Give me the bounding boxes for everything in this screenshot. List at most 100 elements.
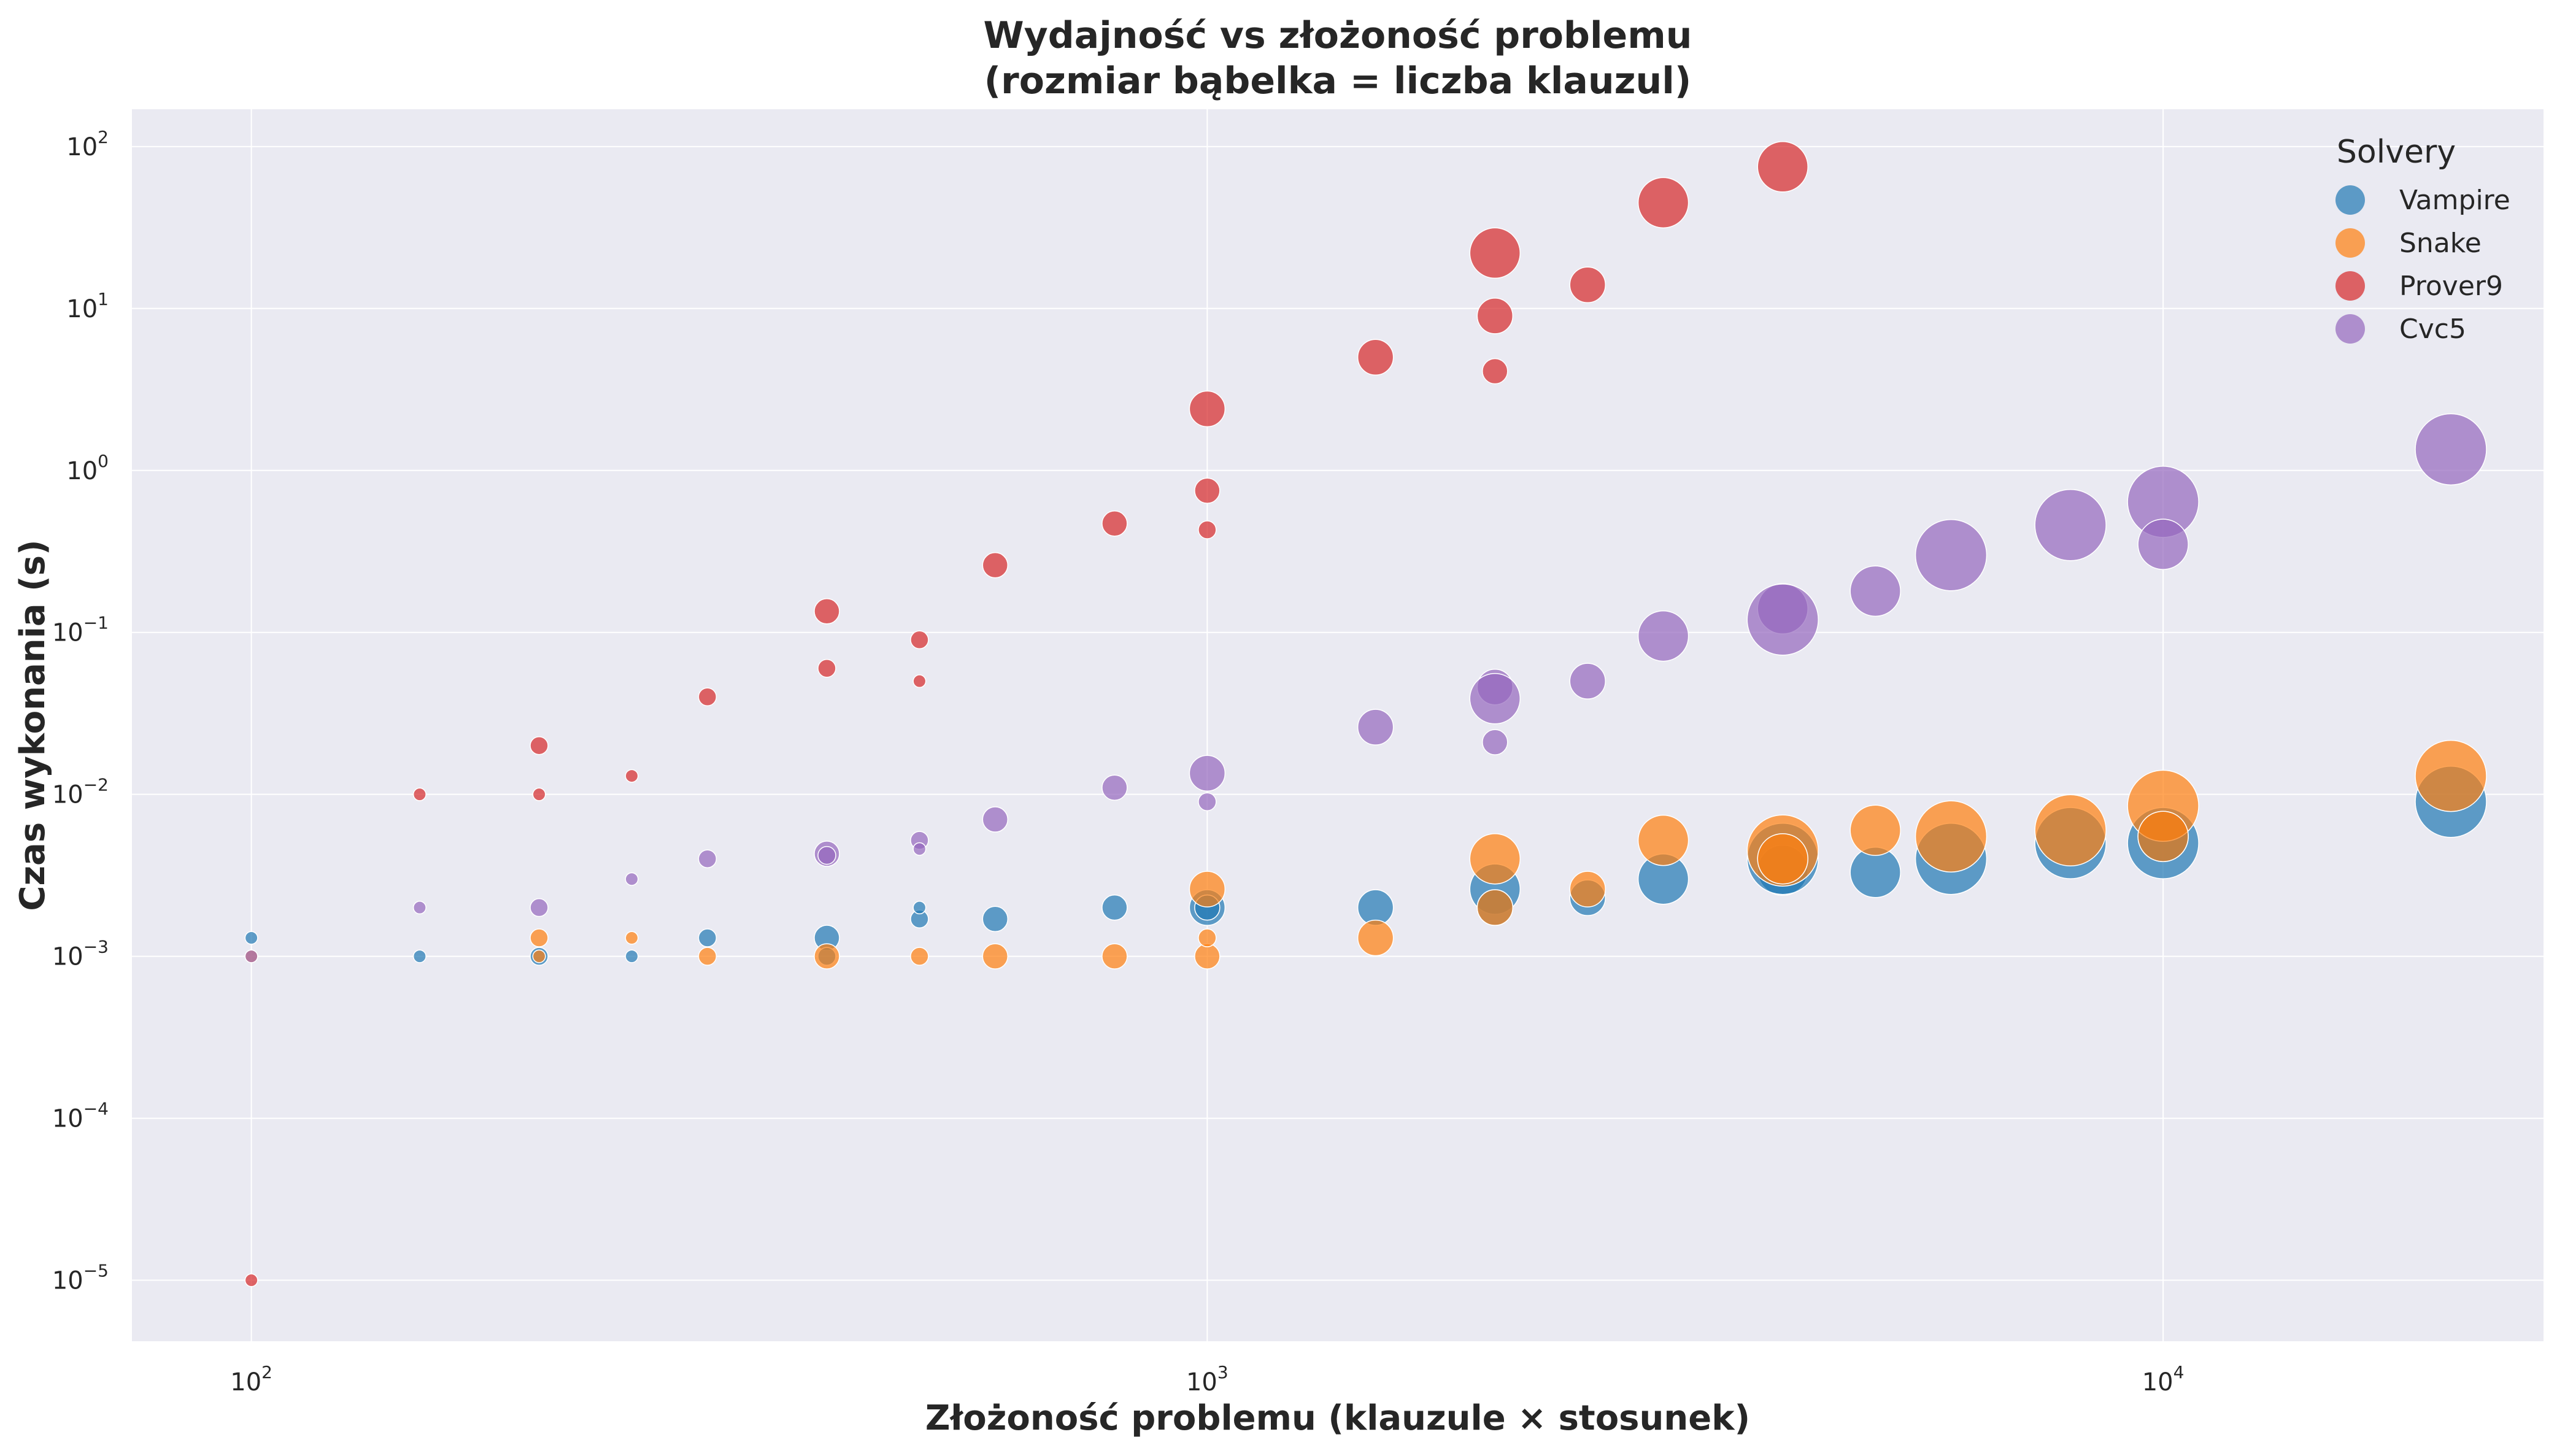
- series-snake: [244, 739, 2487, 969]
- data-point: [982, 552, 1009, 579]
- data-point: [1915, 800, 1988, 872]
- data-point: [982, 806, 1009, 833]
- legend-items: Vampire Snake Prover9 Cvc5: [2335, 185, 2510, 345]
- data-point: [1198, 928, 1217, 947]
- data-point: [817, 845, 836, 865]
- data-point: [625, 931, 639, 945]
- data-point: [244, 931, 258, 945]
- data-point: [1469, 227, 1521, 279]
- data-point: [1637, 814, 1689, 866]
- y-tick-label: 101: [66, 289, 109, 323]
- data-point: [1849, 565, 1901, 617]
- data-point: [1849, 804, 1901, 856]
- data-point: [982, 943, 1009, 969]
- data-point: [412, 901, 426, 915]
- data-point: [912, 842, 927, 856]
- data-point: [1198, 792, 1217, 811]
- chart-title-line2: (rozmiar bąbelka = liczba klauzul): [984, 60, 1692, 102]
- data-point: [1101, 943, 1128, 969]
- y-axis-ticks: 10−5 10−4 10−3 10−2 10−1 100 101 102: [52, 127, 109, 1295]
- data-point: [412, 787, 426, 801]
- legend-label: Cvc5: [2399, 314, 2466, 345]
- data-point: [1194, 943, 1221, 969]
- data-point: [2415, 739, 2487, 812]
- data-points: [244, 141, 2487, 1287]
- data-point: [698, 849, 717, 868]
- data-point: [244, 1273, 258, 1287]
- data-point: [412, 949, 426, 963]
- x-tick-label: 102: [230, 1362, 272, 1396]
- data-point: [1469, 672, 1521, 725]
- data-point: [817, 659, 836, 678]
- data-point: [1476, 889, 1514, 926]
- data-point: [244, 949, 258, 963]
- data-point: [1757, 833, 1808, 885]
- series-cvc5: [244, 413, 2487, 963]
- data-point: [1101, 894, 1128, 921]
- x-axis-ticks: 102 103 104: [230, 1362, 2184, 1396]
- data-point: [2137, 811, 2189, 862]
- data-point: [1482, 358, 1508, 385]
- y-tick-label: 100: [66, 451, 109, 485]
- data-point: [625, 769, 639, 783]
- data-point: [814, 943, 840, 969]
- y-tick-label: 10−1: [52, 613, 109, 647]
- data-point: [1569, 871, 1606, 907]
- legend-marker: [2335, 271, 2365, 301]
- data-point: [2034, 489, 2107, 561]
- data-point: [625, 872, 639, 886]
- data-point: [1189, 755, 1226, 792]
- x-tick-label: 103: [1186, 1362, 1228, 1396]
- legend: Solvery Vampire Snake Prover9 Cvc5: [2335, 134, 2510, 345]
- data-point: [532, 949, 546, 963]
- data-point: [1194, 477, 1221, 504]
- data-point: [1637, 177, 1689, 229]
- y-tick-label: 10−5: [52, 1261, 109, 1295]
- legend-label: Vampire: [2399, 185, 2510, 216]
- legend-marker: [2335, 228, 2365, 258]
- data-point: [1482, 729, 1508, 755]
- y-tick-label: 10−2: [52, 775, 109, 809]
- plot-area: [132, 109, 2544, 1341]
- data-point: [1746, 584, 1819, 656]
- data-point: [532, 787, 546, 801]
- data-point: [1357, 919, 1394, 957]
- data-point: [1189, 390, 1226, 428]
- data-point: [698, 928, 717, 947]
- chart-title-line1: Wydajność vs złożoność problemu: [984, 14, 1692, 57]
- data-point: [910, 630, 929, 650]
- data-point: [1357, 339, 1394, 376]
- x-tick-label: 104: [2142, 1362, 2185, 1396]
- legend-marker: [2335, 314, 2365, 344]
- data-point: [530, 928, 549, 947]
- data-point: [698, 687, 717, 706]
- data-point: [2137, 518, 2189, 570]
- data-point: [912, 901, 927, 915]
- legend-label: Prover9: [2399, 271, 2503, 302]
- data-point: [1469, 833, 1521, 885]
- data-point: [1476, 298, 1514, 334]
- y-axis-label: Czas wykonania (s): [13, 539, 53, 911]
- legend-title: Solvery: [2337, 134, 2456, 171]
- data-point: [1101, 774, 1128, 801]
- data-point: [1569, 266, 1606, 303]
- y-tick-label: 102: [66, 127, 109, 161]
- data-point: [530, 736, 549, 755]
- legend-label: Snake: [2399, 228, 2482, 259]
- data-point: [1757, 141, 1808, 193]
- data-point: [912, 674, 927, 688]
- data-point: [530, 898, 549, 917]
- data-point: [1637, 610, 1689, 662]
- data-point: [1101, 510, 1128, 537]
- y-tick-label: 10−4: [52, 1099, 109, 1133]
- data-point: [1915, 519, 1988, 591]
- data-point: [625, 949, 639, 963]
- data-point: [1569, 663, 1606, 699]
- series-prover9: [244, 141, 1808, 1287]
- data-point: [1189, 871, 1226, 907]
- data-point: [698, 947, 717, 966]
- data-point: [1357, 709, 1394, 745]
- data-point: [982, 906, 1009, 933]
